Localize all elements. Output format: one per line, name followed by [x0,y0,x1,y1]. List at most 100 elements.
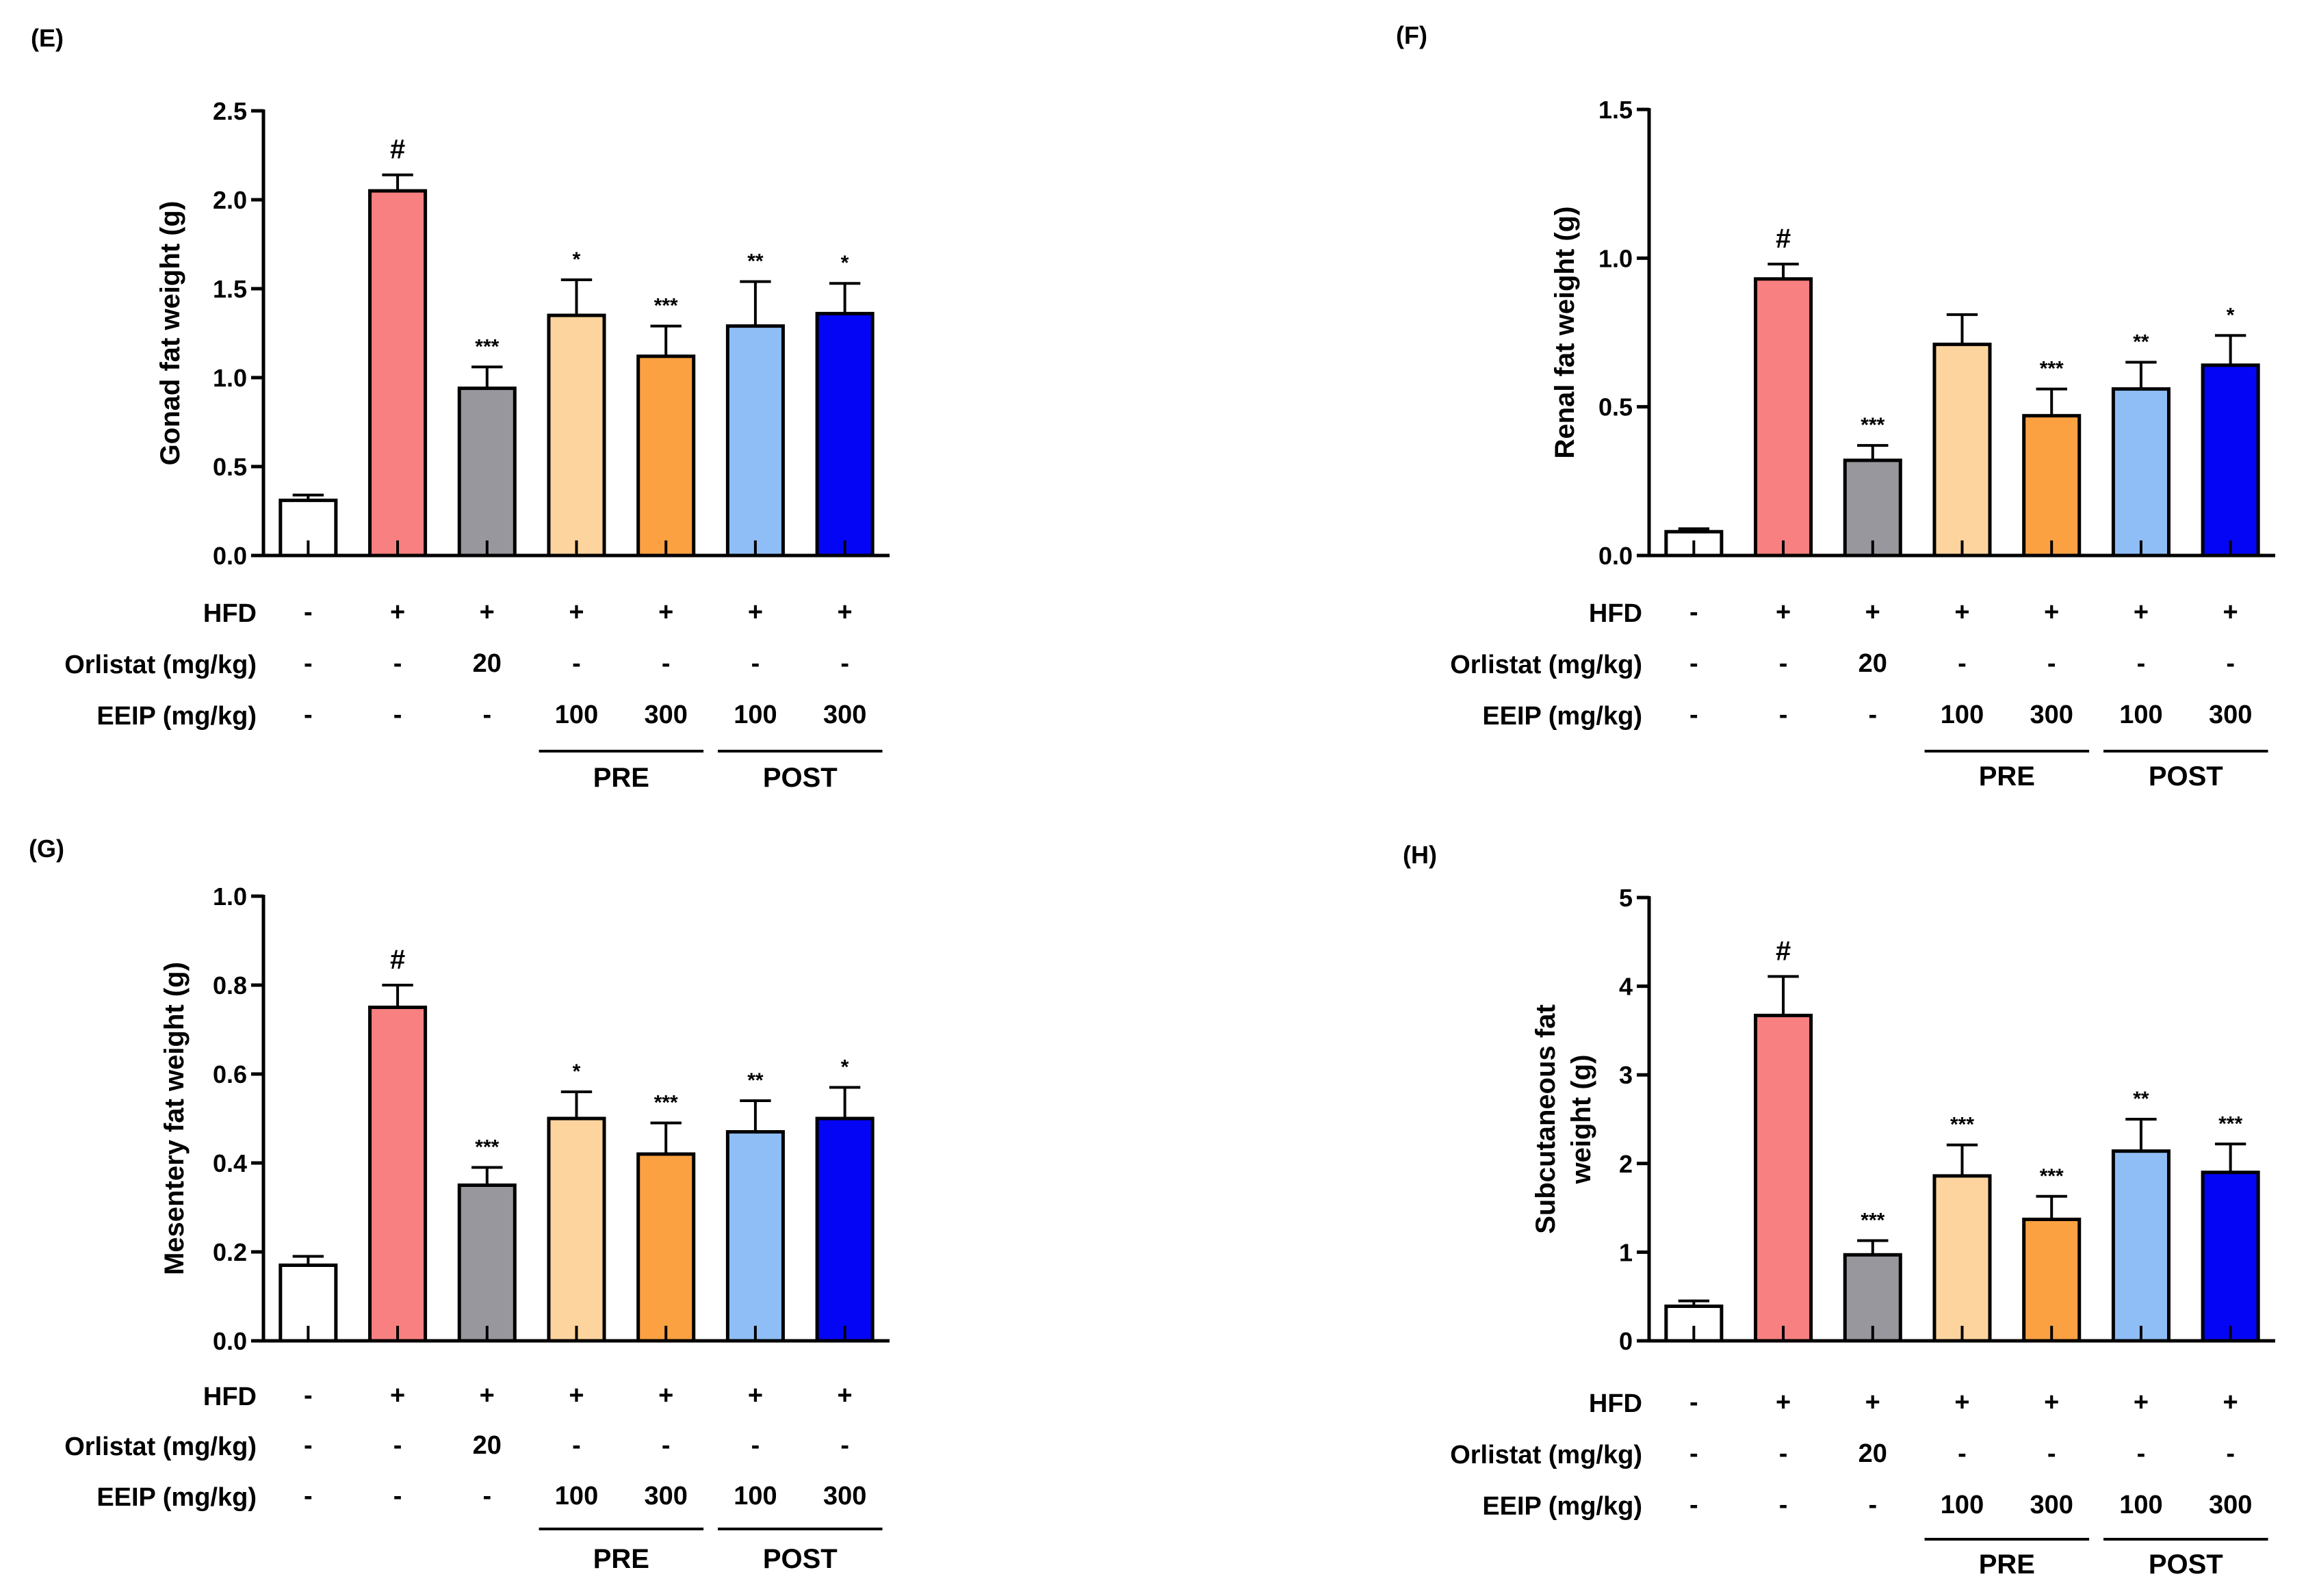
row-value-eeip: 300 [2209,1491,2252,1519]
row-value-eeip: 100 [555,1482,598,1510]
significance-stars: *** [654,295,678,317]
significance-stars: * [573,248,581,271]
bar [2111,387,2171,558]
row-value-hfd: + [2044,1388,2059,1417]
y-tick-label: 1.0 [1598,244,1633,272]
row-value-hfd: - [304,1381,313,1410]
y-axis-title: Mesentery fat weight (g) [159,962,190,1275]
y-tick-label: 0.0 [1598,542,1633,570]
row-label-eeip: EEIP (mg/kg) [96,702,257,731]
significance-stars: ** [2133,1088,2149,1110]
row-value-eeip: - [393,701,402,729]
y-tick-label: 0.0 [213,542,247,570]
bracket-label: PRE [1979,761,2035,792]
row-value-eeip: 100 [734,1482,777,1510]
panel-label: (G) [29,835,64,863]
significance-stars: * [841,1056,849,1079]
hash-annotation: # [1776,936,1791,966]
bracket-label: POST [2149,761,2223,792]
significance-stars: ** [747,250,764,273]
row-value-orlistat: - [2047,649,2056,678]
bar [1754,1013,1813,1343]
significance-stars: *** [654,1092,678,1114]
significance-stars: *** [2040,358,2064,380]
row-value-orlistat: - [2137,1439,2146,1468]
bar [1843,458,1902,558]
y-tick-label: 0.0 [213,1327,247,1355]
panel-label: (E) [31,24,64,52]
y-tick-label: 0.8 [213,971,247,999]
row-value-eeip: 100 [1941,1491,1984,1519]
row-value-eeip: - [1689,1491,1698,1519]
significance-stars: * [841,252,849,274]
significance-stars: *** [2040,1165,2064,1188]
bracket-label: POST [2149,1549,2223,1580]
row-value-eeip: 100 [2119,1491,2162,1519]
row-value-eeip: 300 [823,701,866,729]
row-value-hfd: + [1954,1388,1969,1417]
row-value-hfd: + [2223,1388,2238,1417]
row-value-orlistat: - [2137,649,2146,678]
row-value-eeip: - [482,701,491,729]
bar [2201,363,2260,558]
bar [457,1183,517,1343]
significance-stars: *** [2218,1112,2242,1135]
bar [547,313,606,558]
significance-stars: * [573,1060,581,1083]
bar [2111,1149,2171,1343]
bar [815,1116,875,1343]
row-value-hfd: + [838,598,853,627]
significance-stars: * [2227,304,2235,326]
y-tick-label: 2.0 [213,186,247,214]
y-tick-label: 1.0 [213,364,247,392]
bar [2201,1170,2260,1343]
row-value-hfd: + [569,1381,584,1410]
row-value-eeip: - [1868,1491,1877,1519]
panel-2: (F)Renal fat weight (g)0.00.51.01.5#****… [1396,21,2275,792]
row-value-hfd: + [480,1381,495,1410]
row-value-hfd: + [748,1381,763,1410]
row-value-eeip: 100 [1941,701,1984,729]
bar [636,1152,696,1343]
y-tick-label: 3 [1619,1061,1633,1089]
y-tick-label: 0.5 [213,453,247,481]
bracket-label: PRE [1979,1549,2035,1580]
panel-label: (F) [1396,21,1427,49]
row-value-orlistat: 20 [1858,1439,1887,1468]
significance-stars: *** [1861,1209,1884,1232]
row-value-orlistat: - [840,1431,849,1460]
row-value-hfd: + [838,1381,853,1410]
row-value-hfd: - [1689,1388,1698,1417]
significance-stars: *** [1950,1114,1974,1136]
row-value-orlistat: - [662,1431,671,1460]
row-value-orlistat: - [1689,649,1698,678]
row-value-orlistat: - [1779,649,1788,678]
panel-4: (H)Subcutaneous fat weight (g)012345#****… [1403,841,2275,1580]
row-value-hfd: + [1776,598,1791,627]
y-axis-title-line2: weight (g) [1566,1055,1596,1185]
y-tick-label: 2 [1619,1150,1633,1178]
row-value-orlistat: 20 [473,649,502,678]
row-value-eeip: 100 [555,701,598,729]
bar [2022,414,2082,558]
row-value-eeip: - [1689,701,1698,729]
significance-stars: *** [475,1136,499,1159]
row-value-orlistat: - [840,649,849,678]
row-value-orlistat: - [2047,1439,2056,1468]
y-tick-label: 4 [1619,973,1633,1001]
row-label-hfd: HFD [1589,1389,1642,1418]
row-value-hfd: + [2134,1388,2149,1417]
y-tick-label: 0.5 [1598,393,1633,421]
row-value-orlistat: - [751,649,760,678]
bracket-label: PRE [593,763,649,793]
significance-stars: ** [747,1069,764,1092]
row-value-orlistat: - [393,1431,402,1460]
row-value-hfd: + [390,1381,405,1410]
y-axis-title: Renal fat weight (g) [1550,207,1580,459]
bar [636,354,696,558]
y-tick-label: 1.5 [213,275,247,303]
row-value-hfd: + [658,1381,673,1410]
bar [368,189,428,558]
bar [1754,277,1813,558]
hash-annotation: # [390,945,405,975]
